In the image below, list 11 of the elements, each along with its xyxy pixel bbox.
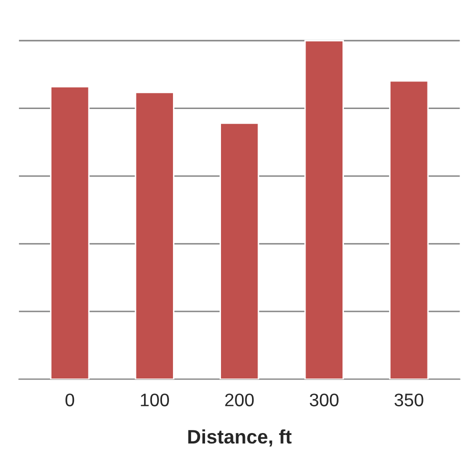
- x-axis-title: Distance, ft: [188, 429, 292, 446]
- x-tick-label: 0: [66, 394, 74, 406]
- bar: [50, 86, 90, 380]
- x-tick-label: 100: [140, 394, 169, 406]
- x-tick-label: 300: [310, 394, 338, 406]
- bar: [304, 40, 344, 380]
- x-tick-label: 350: [394, 394, 424, 406]
- x-tick-label: 200: [225, 394, 254, 406]
- bar: [134, 92, 174, 380]
- bar: [389, 80, 429, 380]
- bar: [220, 122, 260, 380]
